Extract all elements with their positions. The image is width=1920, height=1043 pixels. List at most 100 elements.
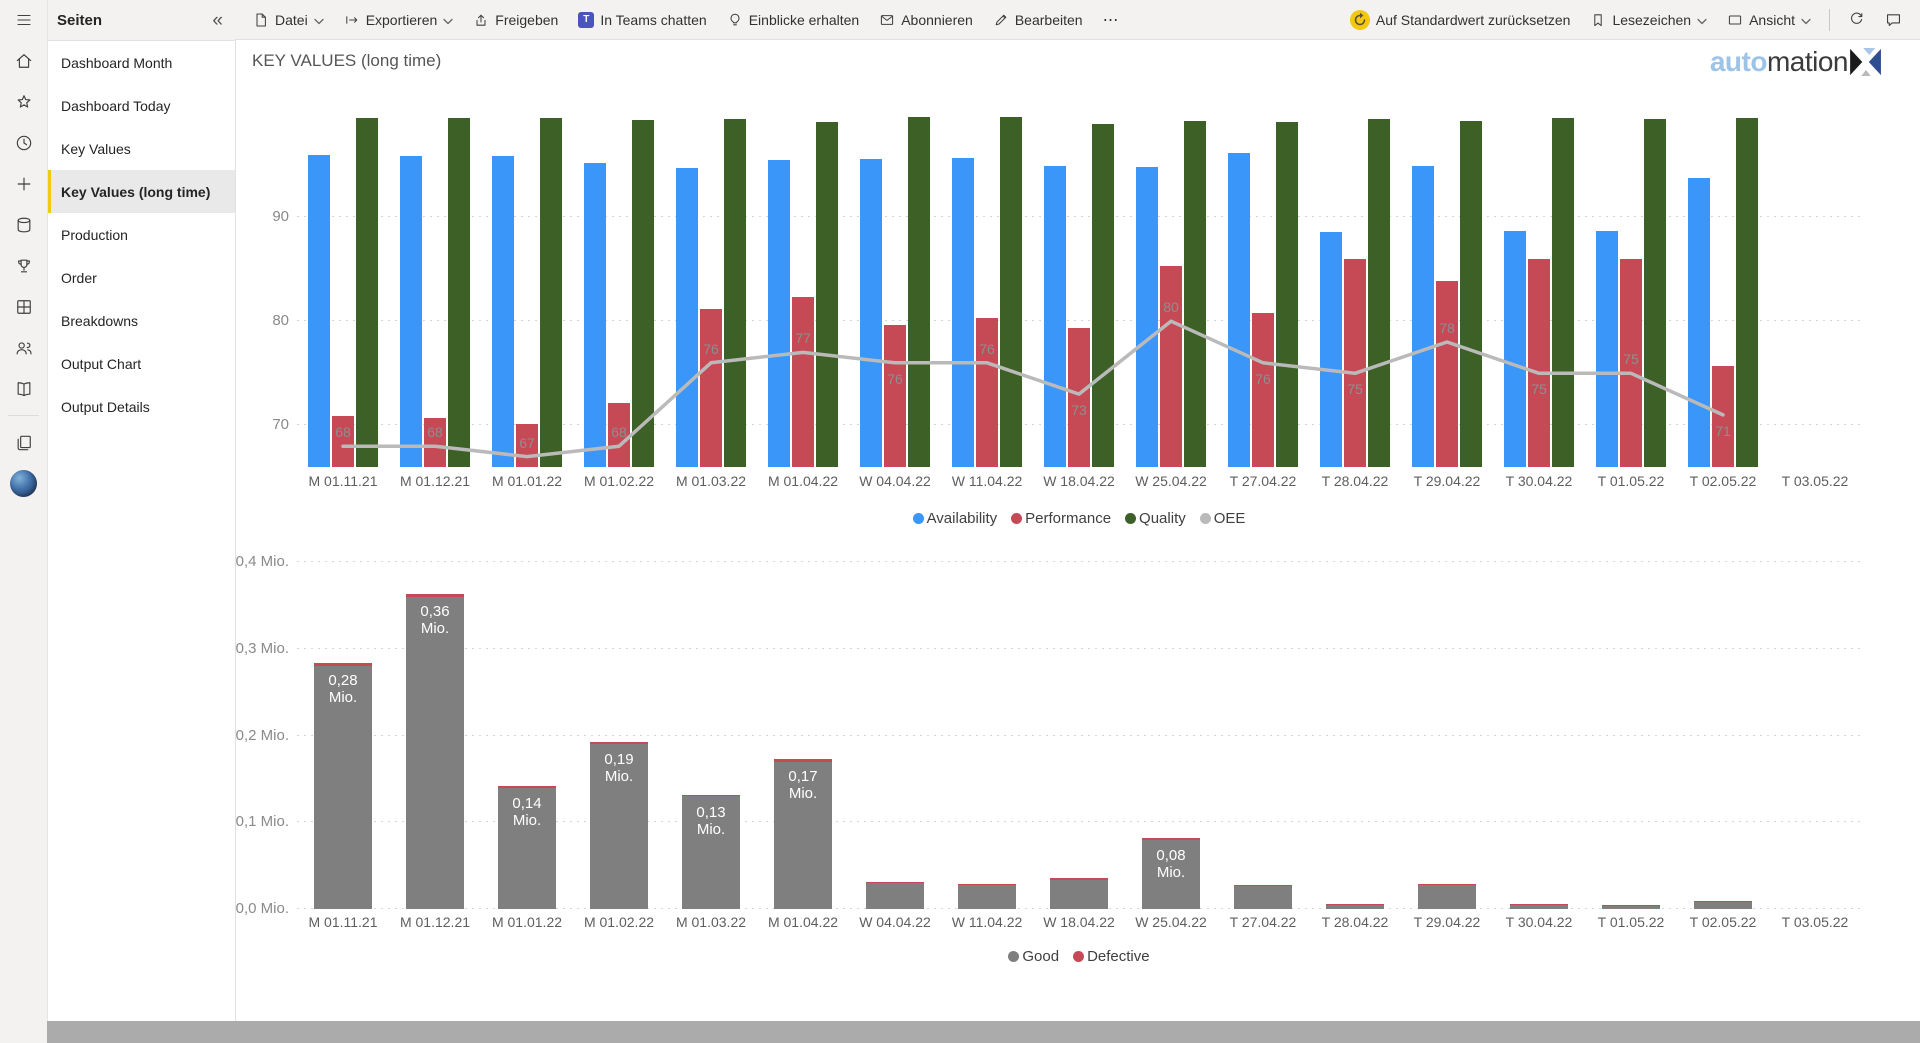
bar-quality[interactable] [1460,121,1482,467]
stacked-bar[interactable] [1326,903,1384,909]
sidebar-item-key-values-long-time-[interactable]: Key Values (long time) [47,170,235,213]
bar-availability[interactable] [952,157,974,467]
legend-item-good[interactable]: Good [1008,948,1059,965]
rail-favorites-button[interactable] [0,81,47,122]
comments-button[interactable] [1877,6,1910,33]
rail-goals-button[interactable] [0,245,47,286]
bar-performance[interactable] [792,297,814,467]
rail-apps-button[interactable] [0,286,47,327]
bar-good[interactable] [1602,905,1660,909]
more-options-button[interactable]: ⋯ [1095,5,1128,35]
bar-quality[interactable] [1736,118,1758,467]
bar-good[interactable] [1418,884,1476,909]
bar-performance[interactable] [1528,258,1550,467]
bar-performance[interactable] [1344,258,1366,467]
rail-learn-button[interactable] [0,368,47,409]
stacked-bar[interactable] [1694,901,1752,909]
bar-availability[interactable] [1412,165,1434,467]
stacked-bar[interactable] [1418,883,1476,909]
bar-good[interactable] [1326,904,1384,909]
bar-quality[interactable] [632,120,654,467]
bar-quality[interactable] [1368,119,1390,467]
bar-defective[interactable] [1234,884,1292,887]
legend-item-availability[interactable]: Availability [912,510,997,527]
subscribe-button[interactable]: Abonnieren [871,7,981,33]
stacked-bar[interactable] [1050,877,1108,909]
bookmarks-button[interactable]: Lesezeichen [1582,7,1715,33]
bar-availability[interactable] [676,168,698,467]
bar-availability[interactable] [400,155,422,467]
bar-good[interactable] [682,796,740,909]
rail-profile-button[interactable] [0,463,47,504]
stacked-bar[interactable] [1602,904,1660,909]
bar-quality[interactable] [816,122,838,467]
edit-button[interactable]: Bearbeiten [985,7,1091,33]
bar-availability[interactable] [1320,231,1342,467]
bar-performance[interactable] [700,308,722,467]
stacked-bar[interactable]: 0,14 Mio. [498,785,556,909]
bar-defective[interactable] [314,662,372,667]
bar-good[interactable] [590,744,648,909]
legend-item-quality[interactable]: Quality [1125,510,1186,527]
sidebar-item-output-details[interactable]: Output Details [47,385,235,428]
bar-availability[interactable] [1228,153,1250,467]
refresh-button[interactable] [1840,6,1873,33]
sidebar-item-dashboard-month[interactable]: Dashboard Month [47,41,235,84]
bar-defective[interactable] [1142,837,1200,840]
sidebar-item-dashboard-today[interactable]: Dashboard Today [47,84,235,127]
stacked-bar[interactable]: 0,19 Mio. [590,741,648,909]
bar-defective[interactable] [958,883,1016,885]
teams-chat-button[interactable]: T In Teams chatten [570,7,714,33]
bar-performance[interactable] [1068,328,1090,467]
stacked-bar[interactable]: 0,17 Mio. [774,758,832,909]
stacked-bar[interactable]: 0,36 Mio. [406,594,464,909]
stacked-bar[interactable] [1234,884,1292,909]
bar-good[interactable] [958,884,1016,909]
bar-good[interactable] [774,761,832,909]
bar-availability[interactable] [308,154,330,467]
stacked-bar[interactable]: 0,13 Mio. [682,794,740,909]
share-button[interactable]: Freigeben [465,7,566,33]
bar-availability[interactable] [1136,167,1158,467]
bar-availability[interactable] [768,159,790,467]
bar-good[interactable] [498,787,556,909]
sidebar-item-production[interactable]: Production [47,213,235,256]
bar-availability[interactable] [1688,178,1710,467]
bar-good[interactable] [314,666,372,909]
sidebar-item-order[interactable]: Order [47,256,235,299]
bar-performance[interactable] [976,318,998,467]
sidebar-item-breakdowns[interactable]: Breakdowns [47,299,235,342]
rail-data-hub-button[interactable] [0,204,47,245]
view-menu-button[interactable]: Ansicht [1719,7,1819,33]
bar-good[interactable] [1694,902,1752,909]
bar-performance[interactable] [1436,280,1458,467]
bar-defective[interactable] [1326,903,1384,905]
legend-item-oee[interactable]: OEE [1199,510,1245,527]
insights-button[interactable]: Einblicke erhalten [719,7,868,33]
reset-to-default-button[interactable]: Auf Standardwert zurücksetzen [1342,5,1579,35]
bar-availability[interactable] [584,162,606,467]
bar-defective[interactable] [406,594,464,597]
bar-availability[interactable] [492,155,514,467]
bar-quality[interactable] [1276,122,1298,467]
stacked-bar[interactable]: 0,28 Mio. [314,662,372,909]
bar-performance[interactable] [1252,312,1274,467]
bar-availability[interactable] [860,158,882,467]
bar-defective[interactable] [866,882,924,883]
bar-quality[interactable] [1000,117,1022,467]
bar-defective[interactable] [590,741,648,745]
stacked-bar[interactable]: 0,08 Mio. [1142,837,1200,909]
bar-quality[interactable] [724,119,746,467]
bar-defective[interactable] [1418,883,1476,885]
legend-item-performance[interactable]: Performance [1011,510,1111,527]
bar-performance[interactable] [332,415,354,467]
stacked-bar[interactable] [958,883,1016,909]
legend-item-defective[interactable]: Defective [1073,948,1150,965]
bar-defective[interactable] [1694,901,1752,903]
collapse-panel-icon[interactable]: « [212,9,223,31]
bar-good[interactable] [866,882,924,909]
bar-defective[interactable] [1510,903,1568,905]
bar-availability[interactable] [1596,230,1618,467]
bar-good[interactable] [1234,886,1292,909]
rail-recent-button[interactable] [0,122,47,163]
